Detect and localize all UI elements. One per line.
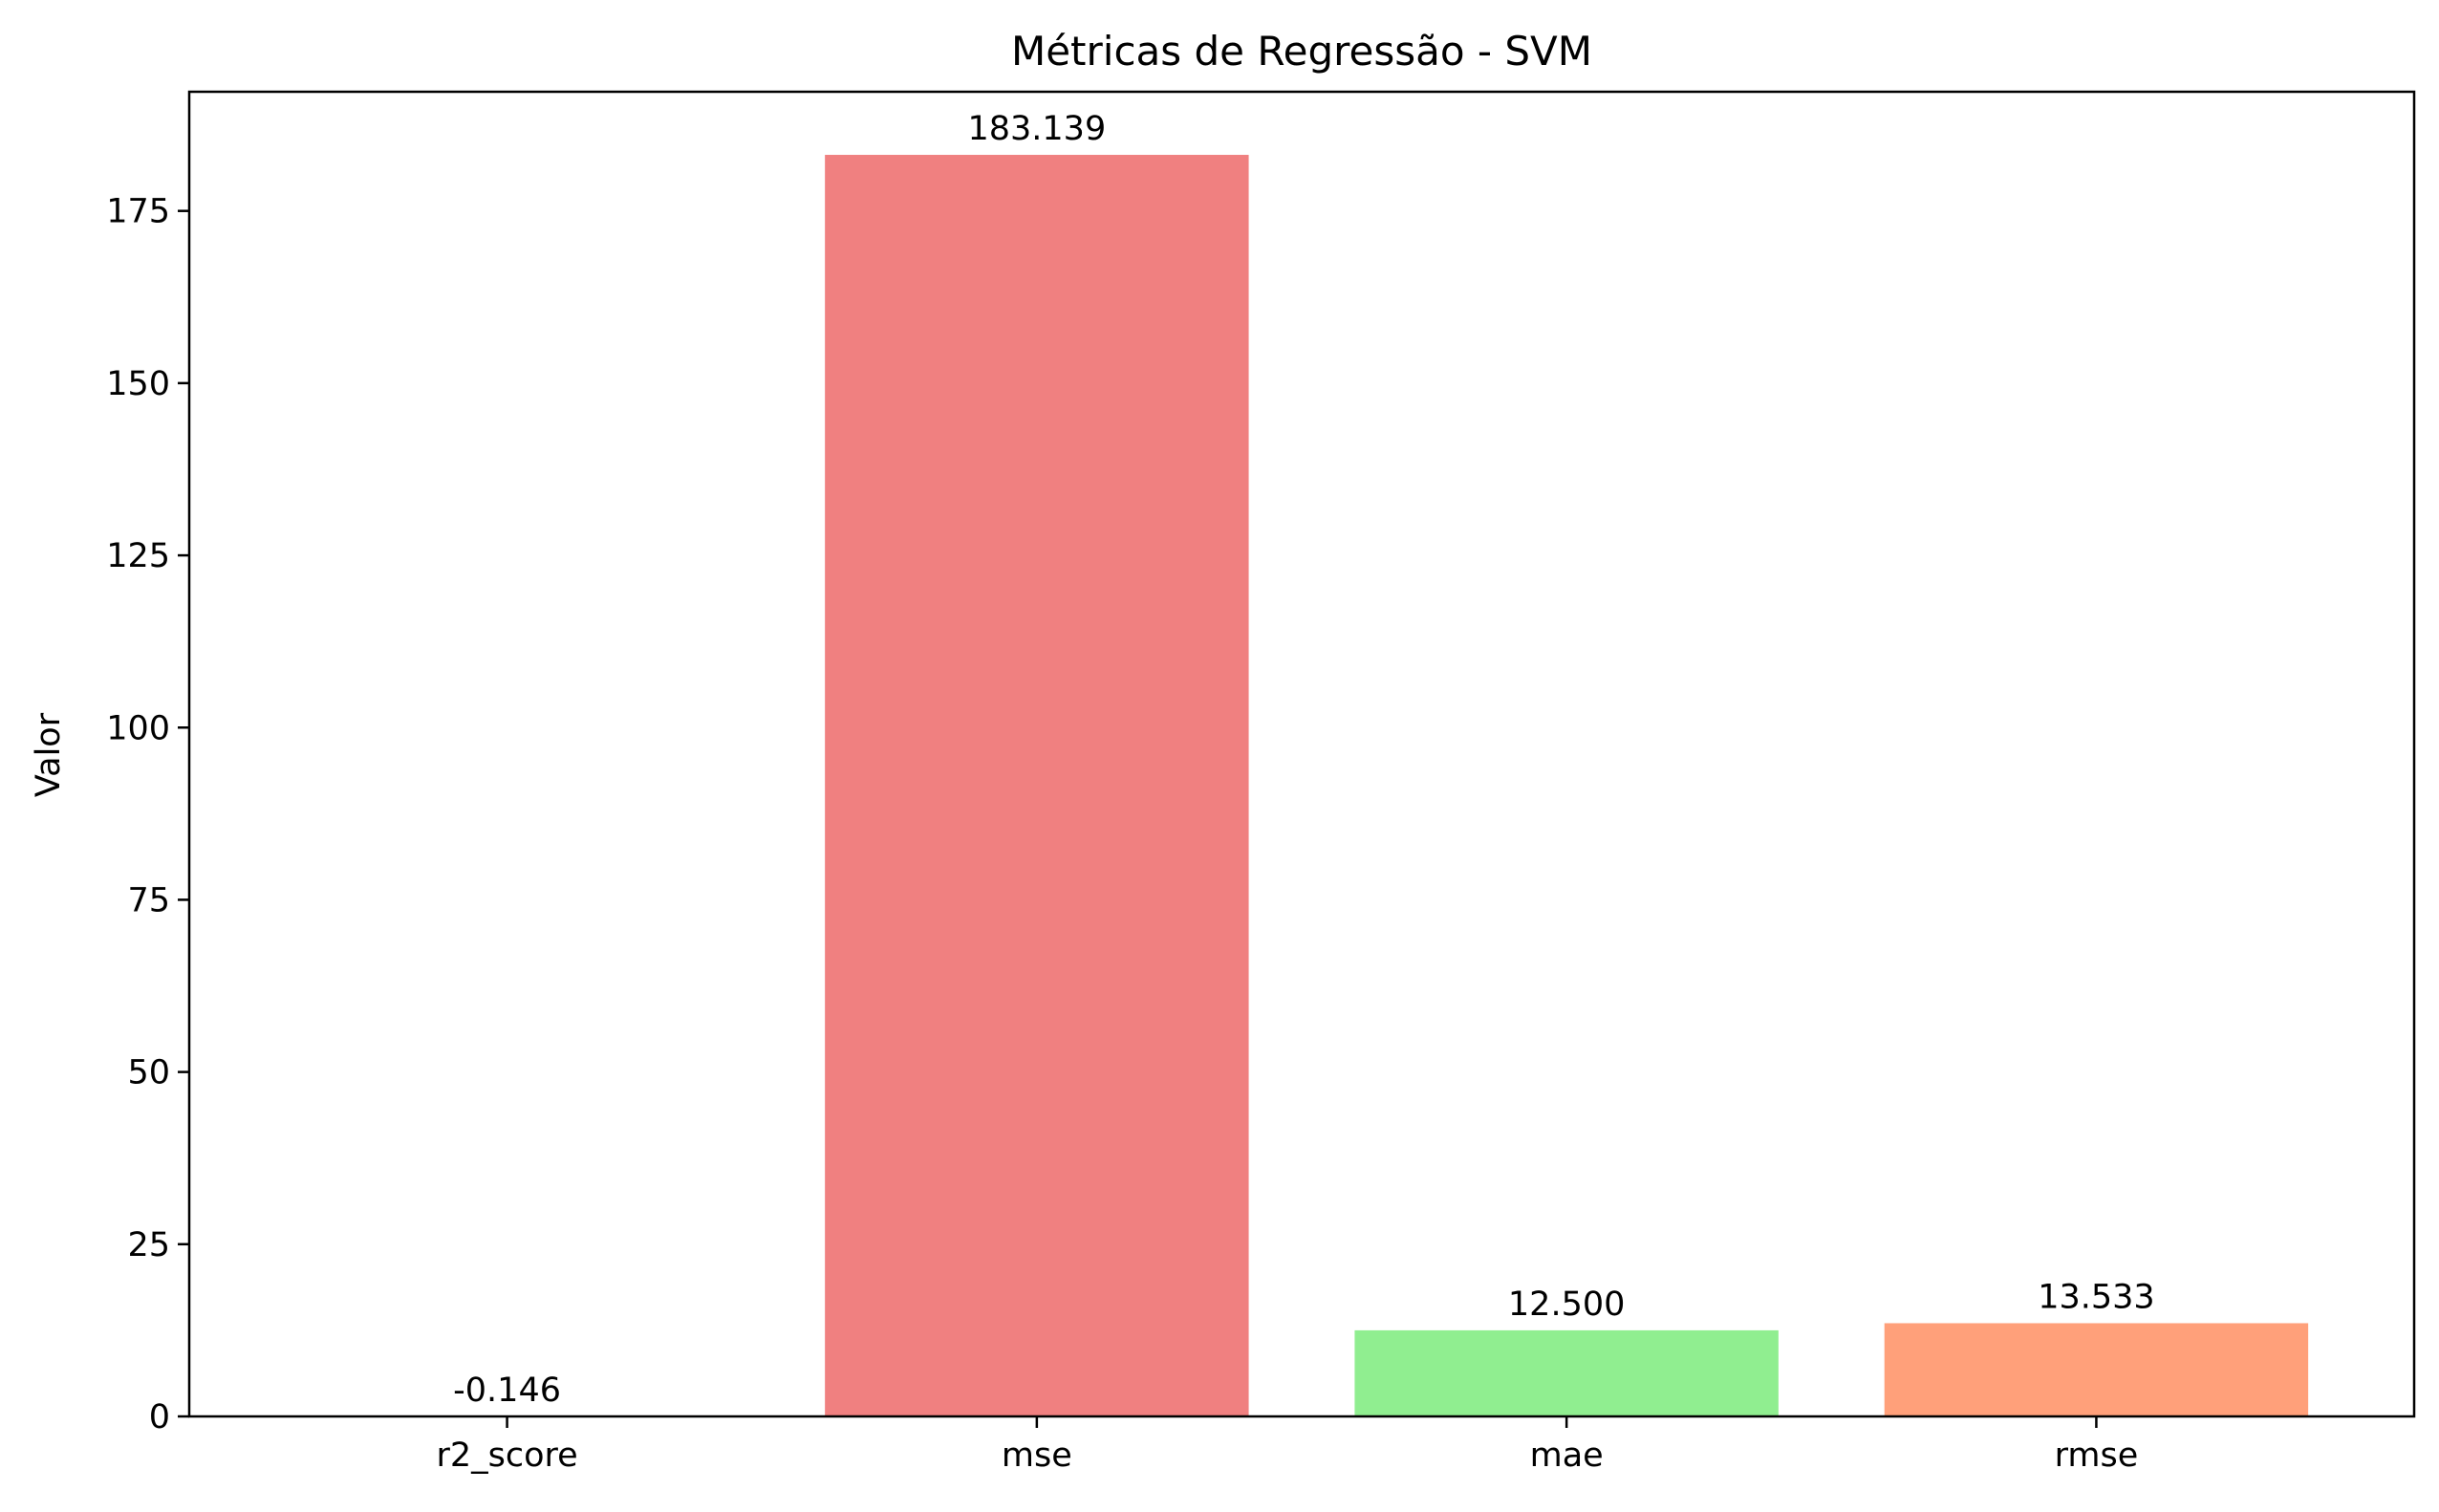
y-tick-label: 175 xyxy=(106,193,170,231)
chart-title: Métricas de Regressão - SVM xyxy=(1011,28,1592,75)
bar-mae xyxy=(1354,1329,1779,1416)
y-tick-label: 50 xyxy=(127,1054,170,1092)
bar-rmse xyxy=(1884,1323,2309,1416)
y-tick-label: 100 xyxy=(106,709,170,747)
bar-value-label: -0.146 xyxy=(453,1372,561,1410)
y-tick-label: 75 xyxy=(127,881,170,919)
plot-area: 0 25 50 75 100 125 150 175 r2_score -0.146 mse 183.… xyxy=(106,110,2309,1475)
y-tick-label: 25 xyxy=(127,1226,170,1264)
y-tick-label: 125 xyxy=(106,537,170,575)
x-tick-label: rmse xyxy=(2055,1436,2139,1475)
y-axis-title: Valor xyxy=(30,712,68,797)
x-tick-label: r2_score xyxy=(436,1436,577,1475)
plot-frame xyxy=(187,90,2416,1418)
x-tick-label: mse xyxy=(1002,1436,1072,1475)
y-tick-label: 150 xyxy=(106,365,170,403)
bar-mse xyxy=(825,155,1249,1416)
bar-value-label: 183.139 xyxy=(967,110,1106,148)
bar-value-label: 13.533 xyxy=(2038,1278,2154,1316)
bar-value-label: 12.500 xyxy=(1508,1285,1625,1324)
x-tick-label: mae xyxy=(1530,1436,1604,1475)
y-tick-label: 0 xyxy=(149,1398,170,1436)
